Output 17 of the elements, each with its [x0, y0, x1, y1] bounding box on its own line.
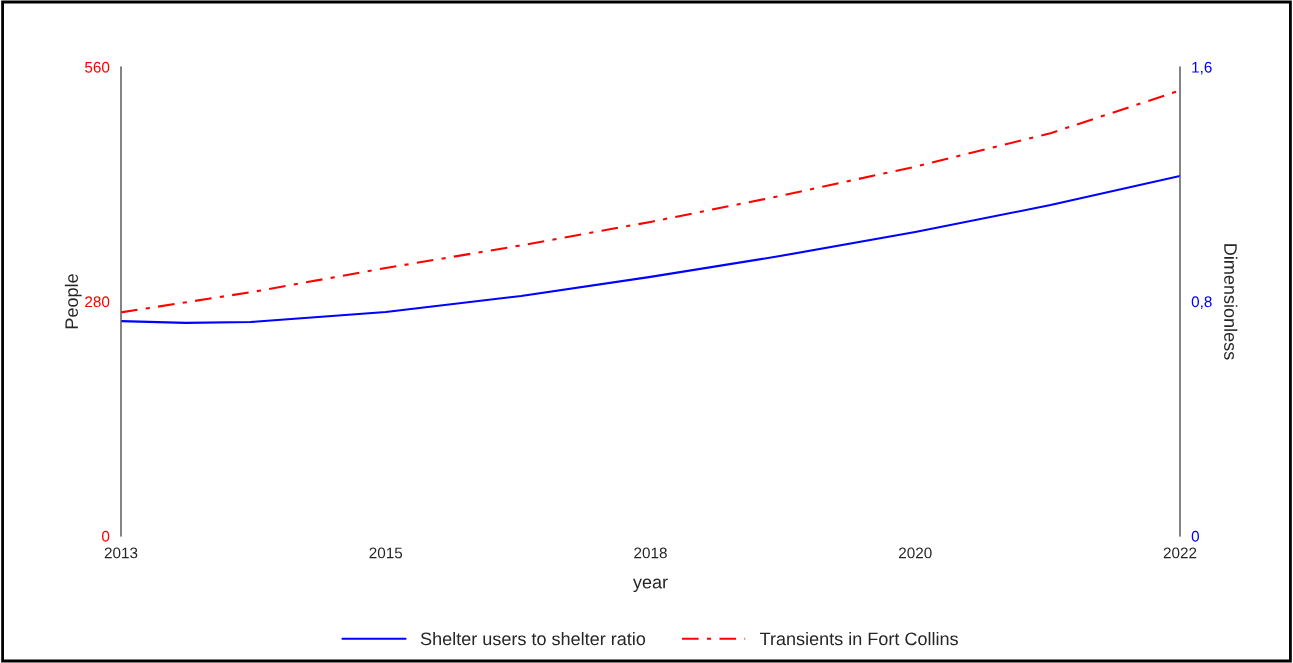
- y-tick-label: 280: [85, 296, 110, 308]
- x-tick-label: 2015: [369, 547, 403, 559]
- y-tick-label: 560: [85, 61, 110, 73]
- legend-label: Transients in Fort Collins: [760, 631, 958, 646]
- x-tick-label: 2020: [899, 547, 932, 559]
- y-axis-title: People: [64, 274, 82, 329]
- y-tick-label: 0: [101, 530, 110, 542]
- y2-tick-label: 1,6: [1192, 61, 1212, 75]
- line-series: [121, 175, 1180, 324]
- x-tick-label: 2013: [104, 547, 138, 559]
- y2-tick-label: 0,8: [1191, 296, 1212, 309]
- x-tick-label: 2018: [634, 547, 667, 559]
- x-tick-label: 2022: [1163, 547, 1197, 559]
- y2-tick-label: 0: [1191, 530, 1200, 542]
- y2-axis-title: Dimensionless: [1224, 244, 1238, 360]
- legend-label: Shelter users to shelter ratio: [420, 631, 646, 646]
- x-axis-title: year: [632, 578, 668, 593]
